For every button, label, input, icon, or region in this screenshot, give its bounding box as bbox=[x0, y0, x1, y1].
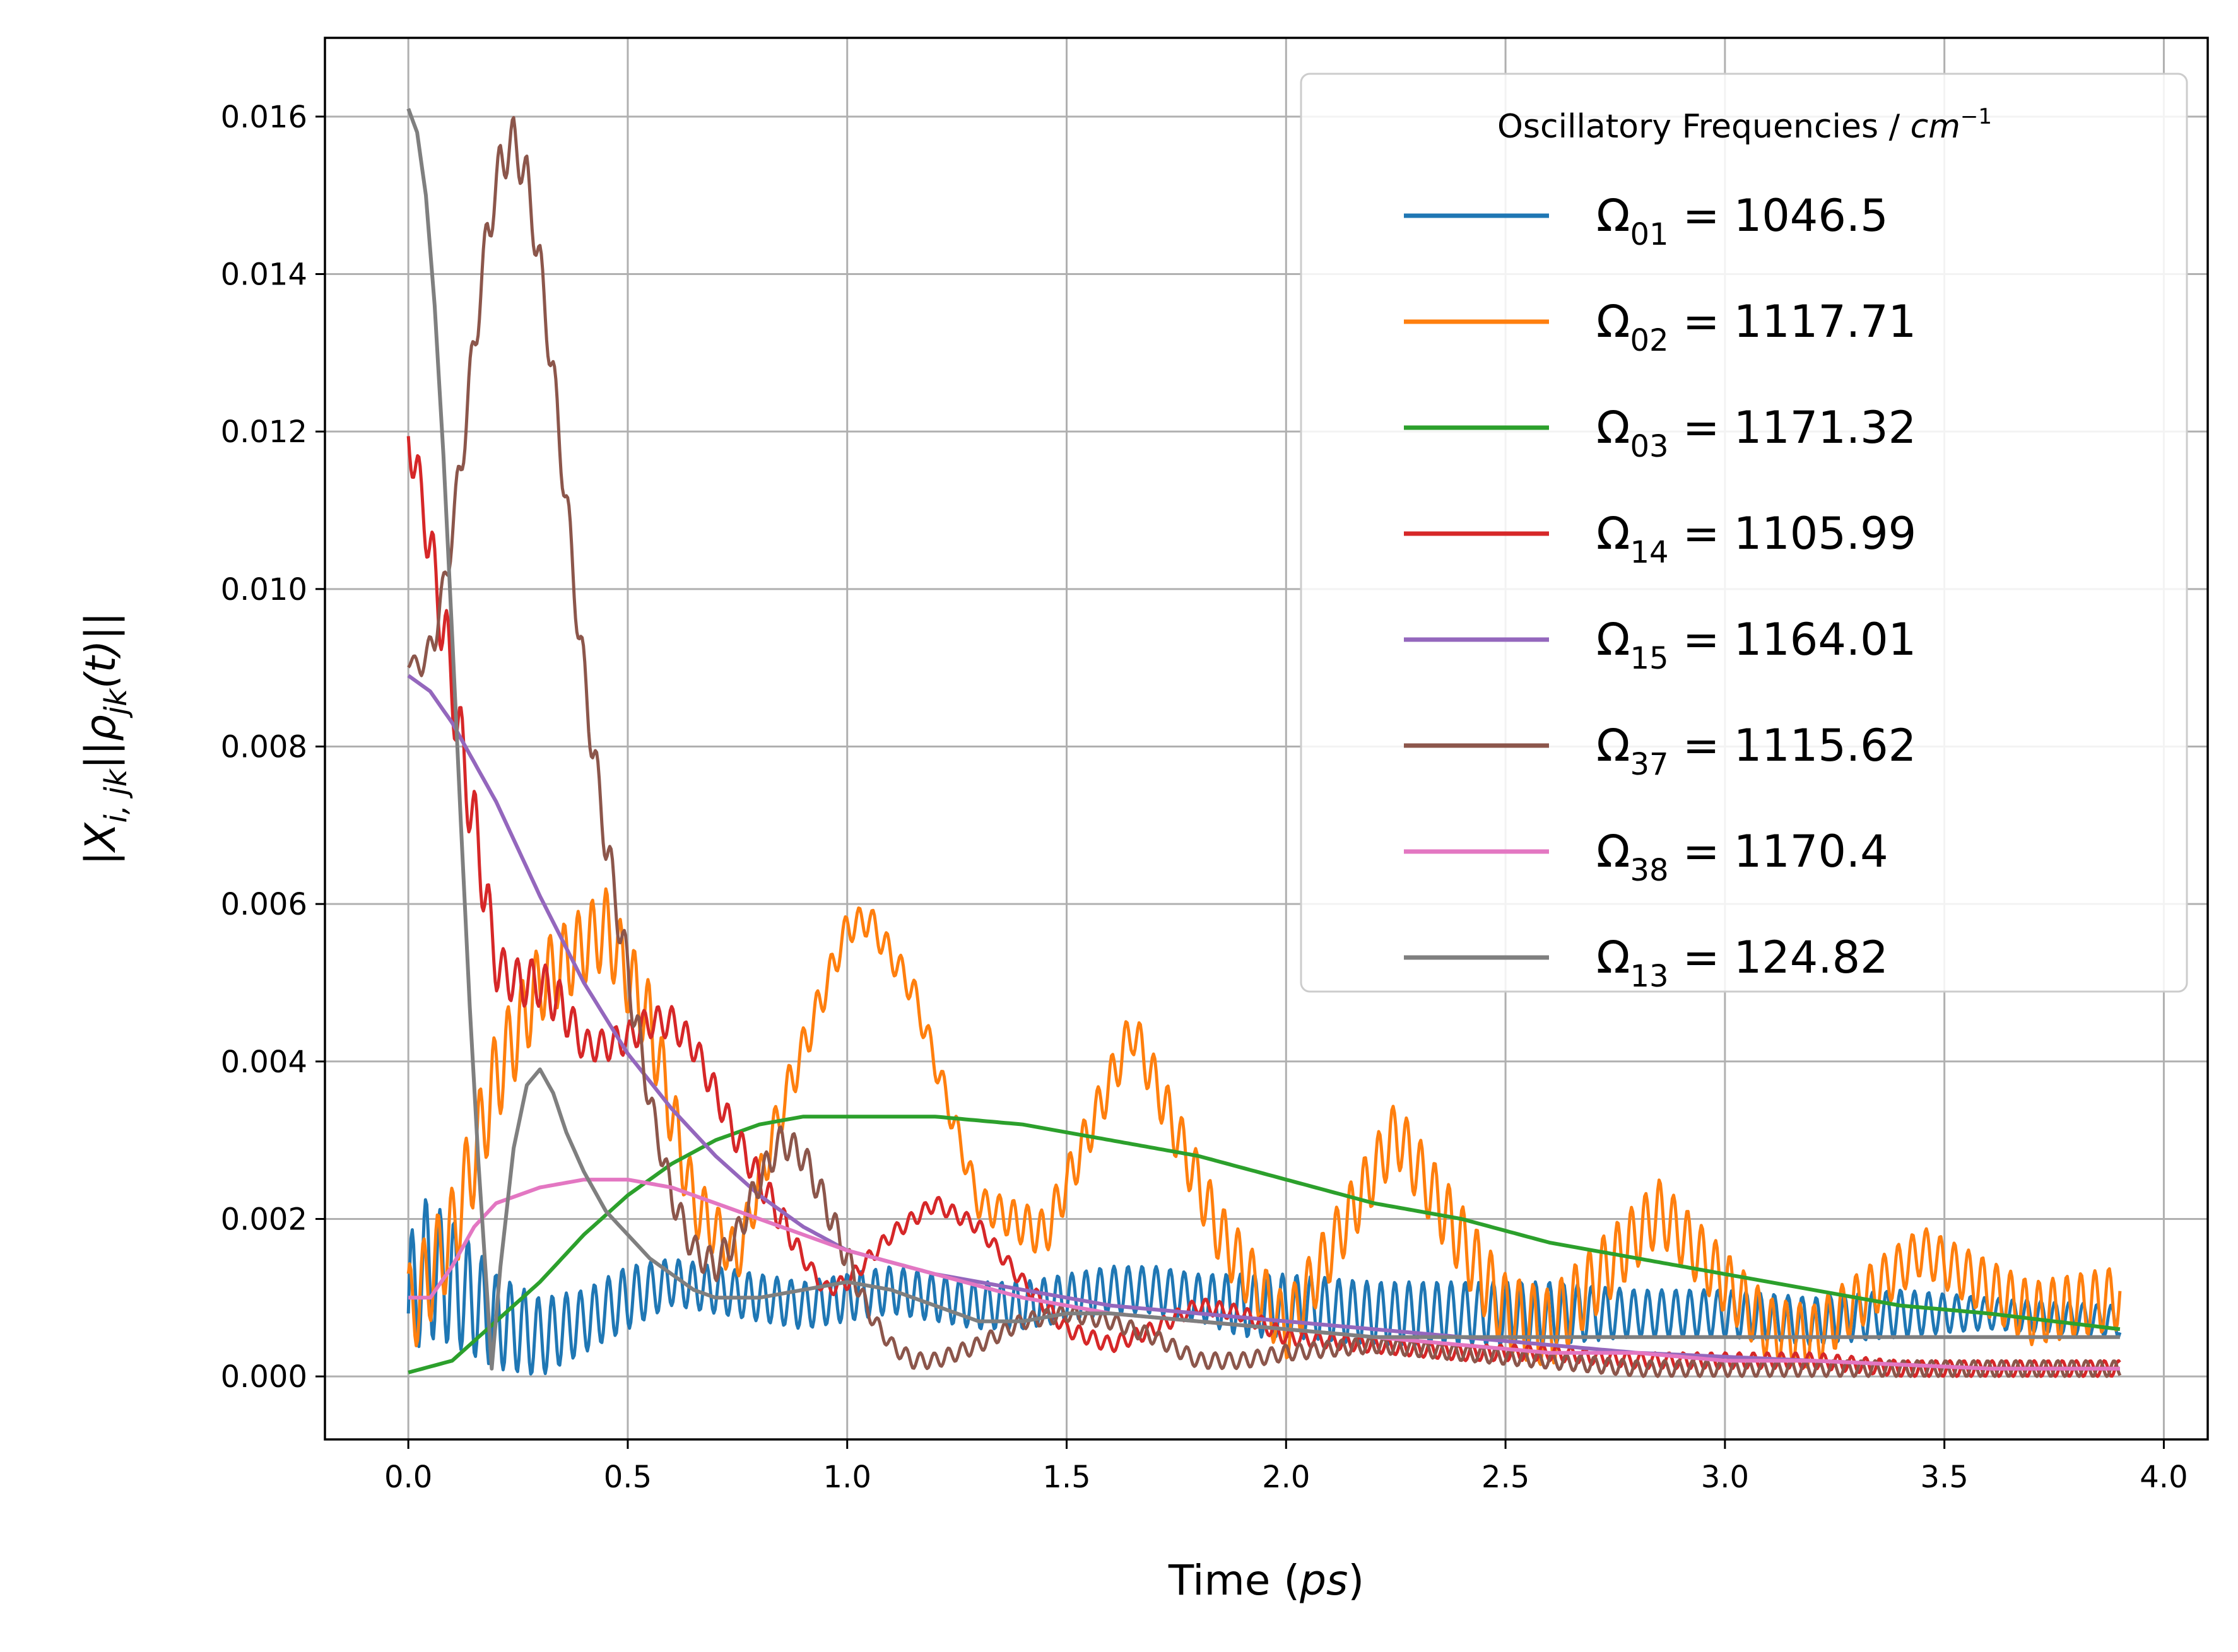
y-tick-label-6: 0.012 bbox=[221, 414, 307, 450]
legend-title-text: Oscillatory Frequencies / bbox=[1497, 108, 1911, 146]
legend-subscript: 37 bbox=[1630, 747, 1669, 782]
y-tick-label-1: 0.002 bbox=[221, 1202, 307, 1237]
x-tick-label-6: 3.0 bbox=[1701, 1460, 1749, 1495]
y-axis-label: |Xi, jk||ρjk(t)|| bbox=[76, 612, 134, 865]
legend-label-13: Ω13 = 124.82 bbox=[1596, 932, 1888, 994]
legend-subscript: 01 bbox=[1630, 217, 1669, 252]
y-tick-label-2: 0.004 bbox=[221, 1045, 307, 1080]
legend-value: = 1117.71 bbox=[1669, 296, 1917, 348]
legend-label-15: Ω15 = 1164.01 bbox=[1596, 614, 1916, 676]
legend-value: = 1170.4 bbox=[1669, 826, 1888, 877]
x-tick-label-3: 1.5 bbox=[1042, 1460, 1090, 1495]
legend-subscript: 03 bbox=[1630, 429, 1669, 464]
legend-subscript: 15 bbox=[1630, 641, 1669, 676]
legend: Oscillatory Frequencies / cm−1 Ω01 = 104… bbox=[1300, 73, 2188, 994]
x-axis-label: Time (ps) bbox=[1168, 1556, 1364, 1605]
legend-label-14: Ω14 = 1105.99 bbox=[1596, 508, 1916, 570]
legend-box bbox=[1300, 73, 2188, 993]
y-tick-label-7: 0.014 bbox=[221, 257, 307, 292]
legend-title-unit: cm bbox=[1911, 108, 1960, 146]
legend-value: = 1164.01 bbox=[1669, 614, 1917, 665]
legend-symbol: Ω bbox=[1596, 190, 1630, 242]
y-tick-label-0: 0.000 bbox=[221, 1359, 307, 1395]
legend-label-37: Ω37 = 1115.62 bbox=[1596, 720, 1916, 782]
legend-symbol: Ω bbox=[1596, 720, 1630, 771]
legend-subscript: 13 bbox=[1630, 959, 1669, 994]
legend-symbol: Ω bbox=[1596, 402, 1630, 454]
legend-title: Oscillatory Frequencies / cm−1 bbox=[1497, 104, 1992, 146]
legend-value: = 124.82 bbox=[1669, 932, 1888, 983]
series-line-03 bbox=[408, 1115, 2121, 1374]
x-tick-label-7: 3.5 bbox=[1920, 1460, 1968, 1495]
x-tick-label-0: 0.0 bbox=[384, 1460, 432, 1495]
legend-label-38: Ω38 = 1170.4 bbox=[1596, 826, 1888, 888]
legend-title-exponent: −1 bbox=[1960, 104, 1992, 129]
y-tick-label-8: 0.016 bbox=[221, 100, 307, 135]
legend-symbol: Ω bbox=[1596, 826, 1630, 877]
legend-value: = 1171.32 bbox=[1669, 402, 1917, 454]
y-tick-label-3: 0.006 bbox=[221, 887, 307, 922]
y-tick-label-5: 0.010 bbox=[221, 572, 307, 607]
legend-value: = 1046.5 bbox=[1669, 190, 1888, 242]
plot-frame bbox=[324, 37, 2209, 1441]
x-tick-label-2: 1.0 bbox=[823, 1460, 871, 1495]
legend-value: = 1115.62 bbox=[1669, 720, 1917, 771]
legend-symbol: Ω bbox=[1596, 296, 1630, 348]
legend-label-02: Ω02 = 1117.71 bbox=[1596, 296, 1916, 358]
legend-symbol: Ω bbox=[1596, 508, 1630, 559]
legend-label-03: Ω03 = 1171.32 bbox=[1596, 402, 1916, 464]
x-tick-label-5: 2.5 bbox=[1481, 1460, 1529, 1495]
x-axis-label-text: Time bbox=[1168, 1556, 1271, 1605]
series-line-13 bbox=[406, 108, 2120, 1371]
legend-symbol: Ω bbox=[1596, 614, 1630, 665]
legend-symbol: Ω bbox=[1596, 932, 1630, 983]
x-axis-label-unit: ps bbox=[1299, 1556, 1348, 1605]
legend-label-01: Ω01 = 1046.5 bbox=[1596, 190, 1888, 252]
legend-value: = 1105.99 bbox=[1669, 508, 1917, 559]
x-tick-label-8: 4.0 bbox=[2140, 1460, 2188, 1495]
series-layer bbox=[406, 108, 2122, 1378]
x-tick-label-1: 0.5 bbox=[604, 1460, 652, 1495]
x-tick-label-4: 2.0 bbox=[1262, 1460, 1310, 1495]
y-axis: 0.000 0.002 0.004 0.006 0.008 0.010 0.012 0.014… bbox=[221, 100, 325, 1395]
y-tick-label-4: 0.008 bbox=[221, 729, 307, 764]
legend-subscript: 14 bbox=[1630, 535, 1669, 570]
legend-subscript: 02 bbox=[1630, 323, 1669, 358]
x-axis: 0.0 0.5 1.0 1.5 2.0 2.5 3.0 3.5 4.0 bbox=[384, 1439, 2188, 1495]
legend-subscript: 38 bbox=[1630, 853, 1669, 888]
